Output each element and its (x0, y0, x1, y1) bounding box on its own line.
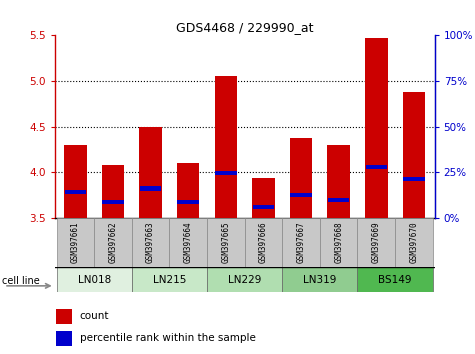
Text: GSM397663: GSM397663 (146, 222, 155, 263)
Bar (207, 267, 282, 292)
Text: GSM397670: GSM397670 (409, 222, 418, 263)
Bar (94, 218, 132, 267)
Text: LN018: LN018 (77, 275, 111, 285)
Bar (358, 267, 433, 292)
Text: percentile rank within the sample: percentile rank within the sample (80, 333, 256, 343)
Bar (215, 171, 237, 175)
Bar (252, 178, 275, 218)
Bar (366, 165, 387, 169)
Title: GDS4468 / 229990_at: GDS4468 / 229990_at (176, 21, 314, 34)
Text: GSM397667: GSM397667 (296, 222, 305, 263)
Text: cell line: cell line (2, 276, 40, 286)
Text: GSM397662: GSM397662 (108, 222, 117, 263)
Bar (253, 205, 274, 209)
Bar (132, 218, 170, 267)
Text: GSM397664: GSM397664 (184, 222, 193, 263)
Bar (102, 165, 124, 218)
Text: GSM397669: GSM397669 (372, 222, 381, 263)
Bar (102, 200, 124, 204)
Bar (64, 145, 86, 218)
Bar (282, 267, 358, 292)
Bar (282, 218, 320, 267)
Bar (403, 177, 425, 182)
Bar (245, 218, 282, 267)
Text: GSM397668: GSM397668 (334, 222, 343, 263)
Bar (56, 331, 72, 346)
Bar (56, 309, 72, 324)
Bar (57, 218, 94, 267)
Text: count: count (80, 311, 109, 321)
Text: LN319: LN319 (303, 275, 337, 285)
Bar (328, 198, 350, 202)
Bar (290, 138, 313, 218)
Bar (290, 193, 312, 197)
Text: BS149: BS149 (379, 275, 412, 285)
Bar (327, 145, 350, 218)
Bar (132, 267, 207, 292)
Bar (139, 127, 162, 218)
Text: GSM397665: GSM397665 (221, 222, 230, 263)
Bar (65, 190, 86, 194)
Bar (365, 38, 388, 218)
Text: LN215: LN215 (152, 275, 186, 285)
Bar (395, 218, 433, 267)
Bar (358, 218, 395, 267)
Bar (170, 218, 207, 267)
Text: GSM397661: GSM397661 (71, 222, 80, 263)
Bar (215, 76, 237, 218)
Bar (177, 163, 199, 218)
Bar (403, 92, 425, 218)
Bar (178, 200, 199, 204)
Text: GSM397666: GSM397666 (259, 222, 268, 263)
Bar (57, 267, 132, 292)
Bar (320, 218, 358, 267)
Bar (140, 187, 162, 190)
Bar (207, 218, 245, 267)
Text: LN229: LN229 (228, 275, 261, 285)
